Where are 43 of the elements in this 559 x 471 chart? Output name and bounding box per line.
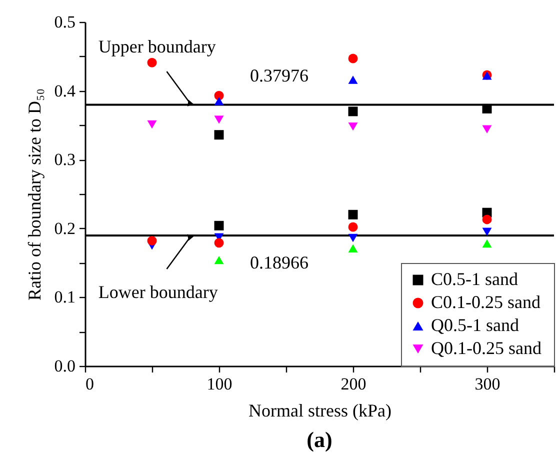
point: [348, 222, 358, 232]
point: [482, 104, 492, 114]
y-tick-label: 0.0: [54, 356, 76, 376]
point: [348, 234, 358, 242]
annotation: Upper boundary: [98, 36, 216, 56]
annotation: Lower boundary: [98, 282, 218, 302]
y-tick-label: 0.1: [54, 288, 76, 307]
y-tick-label: 0.3: [54, 150, 76, 170]
point: [482, 214, 492, 224]
point: [482, 228, 492, 236]
point: [147, 236, 157, 246]
point: [147, 58, 157, 68]
text: (a): [306, 427, 332, 452]
point: [214, 220, 224, 230]
point: [214, 130, 224, 140]
x-tick-label: 200: [340, 374, 366, 394]
point: [214, 97, 224, 106]
point: [482, 125, 492, 134]
legend-label: Q0.5-1 sand: [431, 315, 519, 335]
point: [214, 256, 224, 264]
point: [482, 239, 492, 248]
y-tick-label: 0.5: [54, 12, 76, 32]
legend-label: C0.5-1 sand: [431, 269, 518, 289]
legend-label: C0.1-0.25 sand: [431, 292, 540, 312]
point: [348, 122, 358, 131]
x-tick-label: 100: [206, 374, 232, 394]
point: [214, 238, 224, 248]
point: [348, 76, 358, 84]
point: [348, 54, 358, 64]
point: [214, 116, 224, 124]
y-axis-title: Ratio of boundary size to D₅₀: [24, 88, 44, 301]
point: [348, 210, 358, 220]
y-tick-label: 0.2: [54, 218, 76, 238]
ref-line-label: 0.37976: [250, 66, 309, 86]
y-tick-label: 0.4: [54, 81, 76, 100]
point: [348, 244, 358, 252]
point: [348, 106, 358, 116]
ref-line-label: 0.18966: [250, 252, 309, 273]
x-axis-title: Normal stress (kPa): [248, 400, 392, 420]
point: [147, 120, 157, 129]
x-tick-label: 0: [86, 374, 94, 394]
legend-label: Q0.1-0.25 sand: [431, 338, 542, 358]
x-tick-label: 300: [474, 374, 500, 394]
